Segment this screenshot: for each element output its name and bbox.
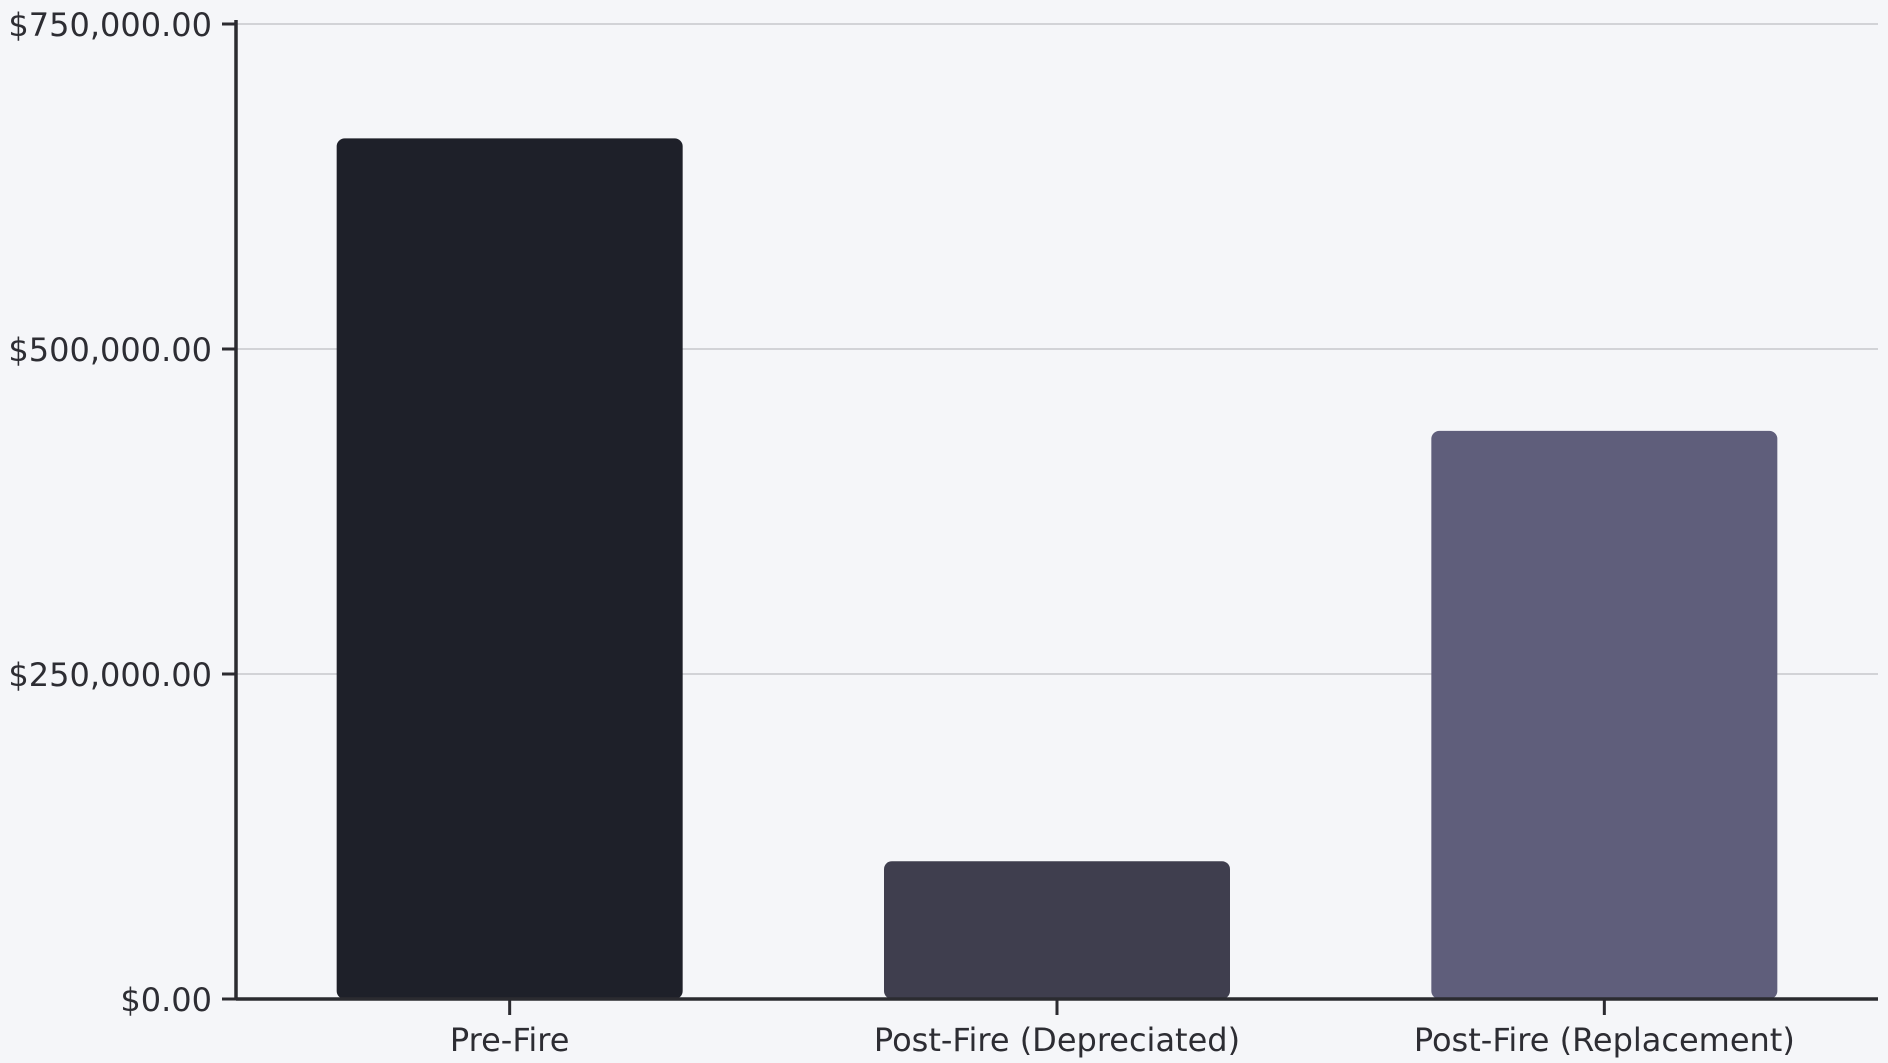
y-tick-label: $750,000.00 (8, 6, 212, 44)
tick-labels: $0.00 $250,000.00 $500,000.00 $750,000.00 Pr… (8, 6, 1795, 1059)
axes (222, 20, 1878, 1015)
x-tick-label: Post-Fire (Depreciated) (874, 1021, 1240, 1058)
bar-3 (1431, 430, 1778, 999)
bars (336, 138, 1778, 999)
bar-2 (884, 861, 1230, 999)
y-tick-label: $250,000.00 (8, 656, 212, 694)
bar-1 (336, 138, 683, 999)
x-tick-label: Pre-Fire (450, 1021, 570, 1058)
x-tick-label: Post-Fire (Replacement) (1414, 1021, 1795, 1058)
y-tick-label: $500,000.00 (8, 331, 212, 369)
y-tick-label: $0.00 (120, 981, 212, 1019)
